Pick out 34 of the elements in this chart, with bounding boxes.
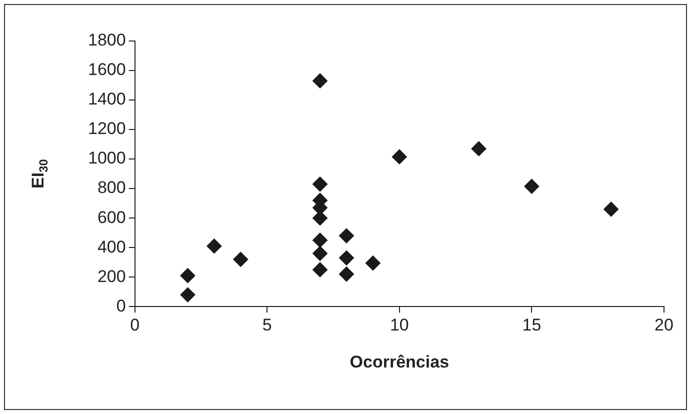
point bbox=[338, 266, 354, 282]
y-tick-label: 600 bbox=[97, 208, 126, 227]
point bbox=[233, 252, 248, 267]
point bbox=[338, 250, 354, 266]
point bbox=[312, 176, 328, 192]
x-tick-label: 0 bbox=[130, 315, 140, 334]
point bbox=[312, 262, 328, 278]
x-tick-label: 10 bbox=[390, 315, 409, 334]
point bbox=[312, 232, 328, 248]
y-tick-label: 1800 bbox=[88, 30, 126, 50]
y-tick-label: 1200 bbox=[88, 119, 126, 138]
x-tick-label: 5 bbox=[262, 315, 272, 334]
point bbox=[365, 256, 380, 271]
y-tick-label: 0 bbox=[116, 296, 126, 316]
y-tick-label: 1400 bbox=[88, 90, 126, 109]
x-tick-label: 15 bbox=[522, 315, 542, 334]
y-tick-label: 200 bbox=[97, 266, 126, 286]
point bbox=[338, 228, 354, 244]
y-tick-label: 800 bbox=[97, 178, 126, 198]
x-axis-title: Ocorrências bbox=[350, 352, 450, 372]
point bbox=[392, 149, 407, 164]
point bbox=[312, 73, 328, 88]
point bbox=[312, 246, 328, 261]
y-axis-title: EI30 bbox=[28, 158, 50, 188]
point bbox=[524, 178, 540, 194]
point bbox=[180, 287, 196, 302]
point bbox=[471, 141, 486, 156]
x-tick-label: 20 bbox=[654, 315, 674, 334]
y-tick-label: 1600 bbox=[88, 60, 126, 80]
y-tick-label: 400 bbox=[97, 237, 126, 256]
point bbox=[180, 268, 196, 284]
point bbox=[206, 238, 222, 254]
point bbox=[604, 202, 619, 217]
y-tick-label: 1000 bbox=[88, 148, 126, 168]
